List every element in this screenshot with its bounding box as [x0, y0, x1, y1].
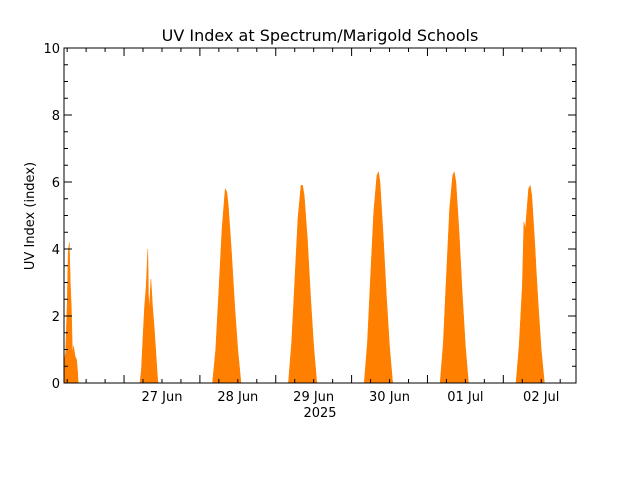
uv-area-day-2: [139, 248, 159, 384]
y-tick-label: 10: [43, 42, 60, 57]
uv-area-day-7: [515, 184, 545, 384]
chart-title: UV Index at Spectrum/Marigold Schools: [162, 26, 479, 45]
axis-layer: 0 2 4 6 8 10 27 Jun 28 Jun 29 Jun 30 Jun 01 Jul 02 …: [43, 42, 577, 405]
uv-area-day-5: [363, 171, 393, 384]
y-tick-label: 0: [52, 377, 60, 392]
y-tick-label: 8: [52, 109, 60, 124]
x-tick-label: 29 Jun: [293, 390, 334, 405]
x-tick-label: 02 Jul: [523, 390, 559, 405]
y-tick-label: 4: [52, 243, 60, 258]
x-tick-label: 01 Jul: [447, 390, 483, 405]
x-tick-label: 28 Jun: [217, 390, 258, 405]
y-tick-label: 6: [52, 176, 60, 191]
y-axis-label: UV Index (index): [23, 162, 38, 270]
x-tick-label: 30 Jun: [369, 390, 410, 405]
uv-area-day-4: [288, 185, 318, 384]
x-tick-label: 27 Jun: [141, 390, 182, 405]
series-layer: [63, 171, 545, 384]
uv-area-day-3: [212, 187, 242, 384]
uv-area-day-6: [439, 171, 469, 384]
uv-area-day-1: [63, 242, 79, 384]
x-axis-label: 2025: [303, 406, 336, 421]
y-tick-label: 2: [52, 310, 60, 325]
plot-frame: [63, 47, 577, 384]
